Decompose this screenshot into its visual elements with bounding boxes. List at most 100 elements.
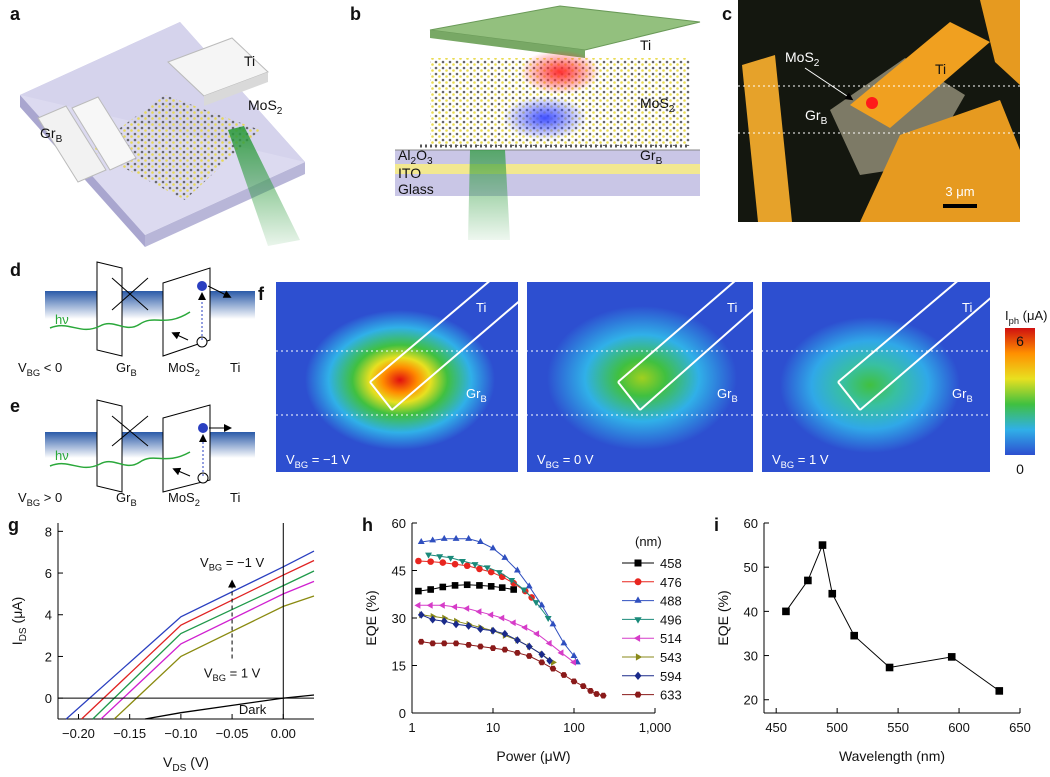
subscript: BG <box>27 368 41 378</box>
label: MoS2 <box>248 97 283 117</box>
subscript: DS <box>172 763 186 774</box>
subscript: BG <box>295 460 309 470</box>
label: 0 <box>1016 461 1024 477</box>
marker <box>501 646 509 653</box>
marker <box>465 621 472 630</box>
marker <box>532 600 540 607</box>
legend-marker <box>634 578 642 586</box>
subscript: B <box>480 394 486 404</box>
marker <box>452 534 460 541</box>
text-run: Gr <box>40 125 56 141</box>
marker <box>476 565 483 573</box>
text-run: MoS <box>168 490 195 505</box>
subscript: DS <box>18 627 29 641</box>
panel-letter: i <box>714 515 719 535</box>
text-run: V <box>286 452 295 467</box>
text-run: = 1 V <box>794 452 829 467</box>
series-line <box>418 604 575 663</box>
label: GrB <box>952 386 973 404</box>
label: Ti <box>476 300 486 315</box>
marker <box>557 649 564 657</box>
marker <box>426 601 433 609</box>
marker <box>593 691 600 697</box>
label: Ti <box>230 490 240 505</box>
marker <box>510 586 517 593</box>
label: VBG > 0 <box>18 490 62 508</box>
x-tick-label: 1 <box>408 720 415 735</box>
label: VBG = −1 V <box>286 452 350 470</box>
text-run: I <box>1005 308 1009 323</box>
subscript: B <box>731 394 737 404</box>
x-tick-label: 0.00 <box>271 726 296 741</box>
marker <box>459 559 466 565</box>
panel-letter: e <box>10 396 20 416</box>
marker <box>570 678 578 685</box>
subscript: B <box>56 134 63 145</box>
label: 3 μm <box>945 184 974 199</box>
marker <box>538 601 546 608</box>
y-tick-label: 0 <box>45 691 52 706</box>
subscript: 2 <box>195 368 200 378</box>
y-tick-label: 4 <box>45 608 52 623</box>
marker <box>501 553 509 560</box>
x-tick-label: 10 <box>486 720 500 735</box>
marker <box>452 640 460 647</box>
y-axis-label: EQE (%) <box>715 590 731 645</box>
marker <box>451 603 458 611</box>
marker <box>818 541 827 549</box>
label: MoS2 <box>168 490 200 508</box>
marker <box>438 601 445 609</box>
marker <box>417 610 425 619</box>
label: GrB <box>116 490 137 508</box>
marker <box>599 692 607 699</box>
label: GrB <box>116 360 137 378</box>
marker <box>463 605 470 612</box>
marker <box>489 544 497 551</box>
label: GrB <box>640 147 663 167</box>
marker <box>579 683 587 689</box>
marker <box>513 566 521 573</box>
panel-letter: g <box>8 515 19 535</box>
panel-a-illustration <box>20 22 305 247</box>
y-tick-label: 60 <box>392 516 406 531</box>
label: GrB <box>466 386 487 404</box>
marker <box>498 584 506 591</box>
legend-marker <box>634 691 642 698</box>
series-line <box>421 614 554 663</box>
marker <box>440 640 448 647</box>
marker <box>427 586 434 593</box>
y-tick-label: 0 <box>399 706 406 721</box>
marker <box>439 559 447 566</box>
y-tick-label: 50 <box>744 560 758 575</box>
label: Ti <box>640 37 651 53</box>
series-line <box>144 694 315 720</box>
text-run: V <box>163 754 173 770</box>
subscript: B <box>966 394 972 404</box>
x-tick-label: −0.05 <box>216 726 249 741</box>
marker <box>995 687 1004 695</box>
marker <box>525 653 533 659</box>
marker <box>850 631 859 640</box>
series-line <box>113 595 315 720</box>
marker <box>885 663 894 672</box>
marker <box>538 659 546 666</box>
label: Ti <box>230 360 240 375</box>
legend-marker <box>634 617 642 624</box>
marker <box>429 536 437 543</box>
text-run: MoS <box>640 95 669 111</box>
subscript: BG <box>212 673 226 683</box>
legend-marker <box>634 559 642 567</box>
legend-label: 594 <box>660 669 682 684</box>
marker <box>414 601 421 609</box>
legend-title: (nm) <box>635 534 662 549</box>
marker <box>521 624 528 631</box>
marker <box>440 534 448 541</box>
panel-c-micrograph <box>738 0 1020 222</box>
marker <box>509 619 516 627</box>
marker <box>544 616 552 622</box>
marker <box>451 582 459 589</box>
text-run: Gr <box>717 386 732 401</box>
label: Ti <box>244 53 255 69</box>
label: MoS2 <box>168 360 200 378</box>
marker <box>501 629 509 638</box>
